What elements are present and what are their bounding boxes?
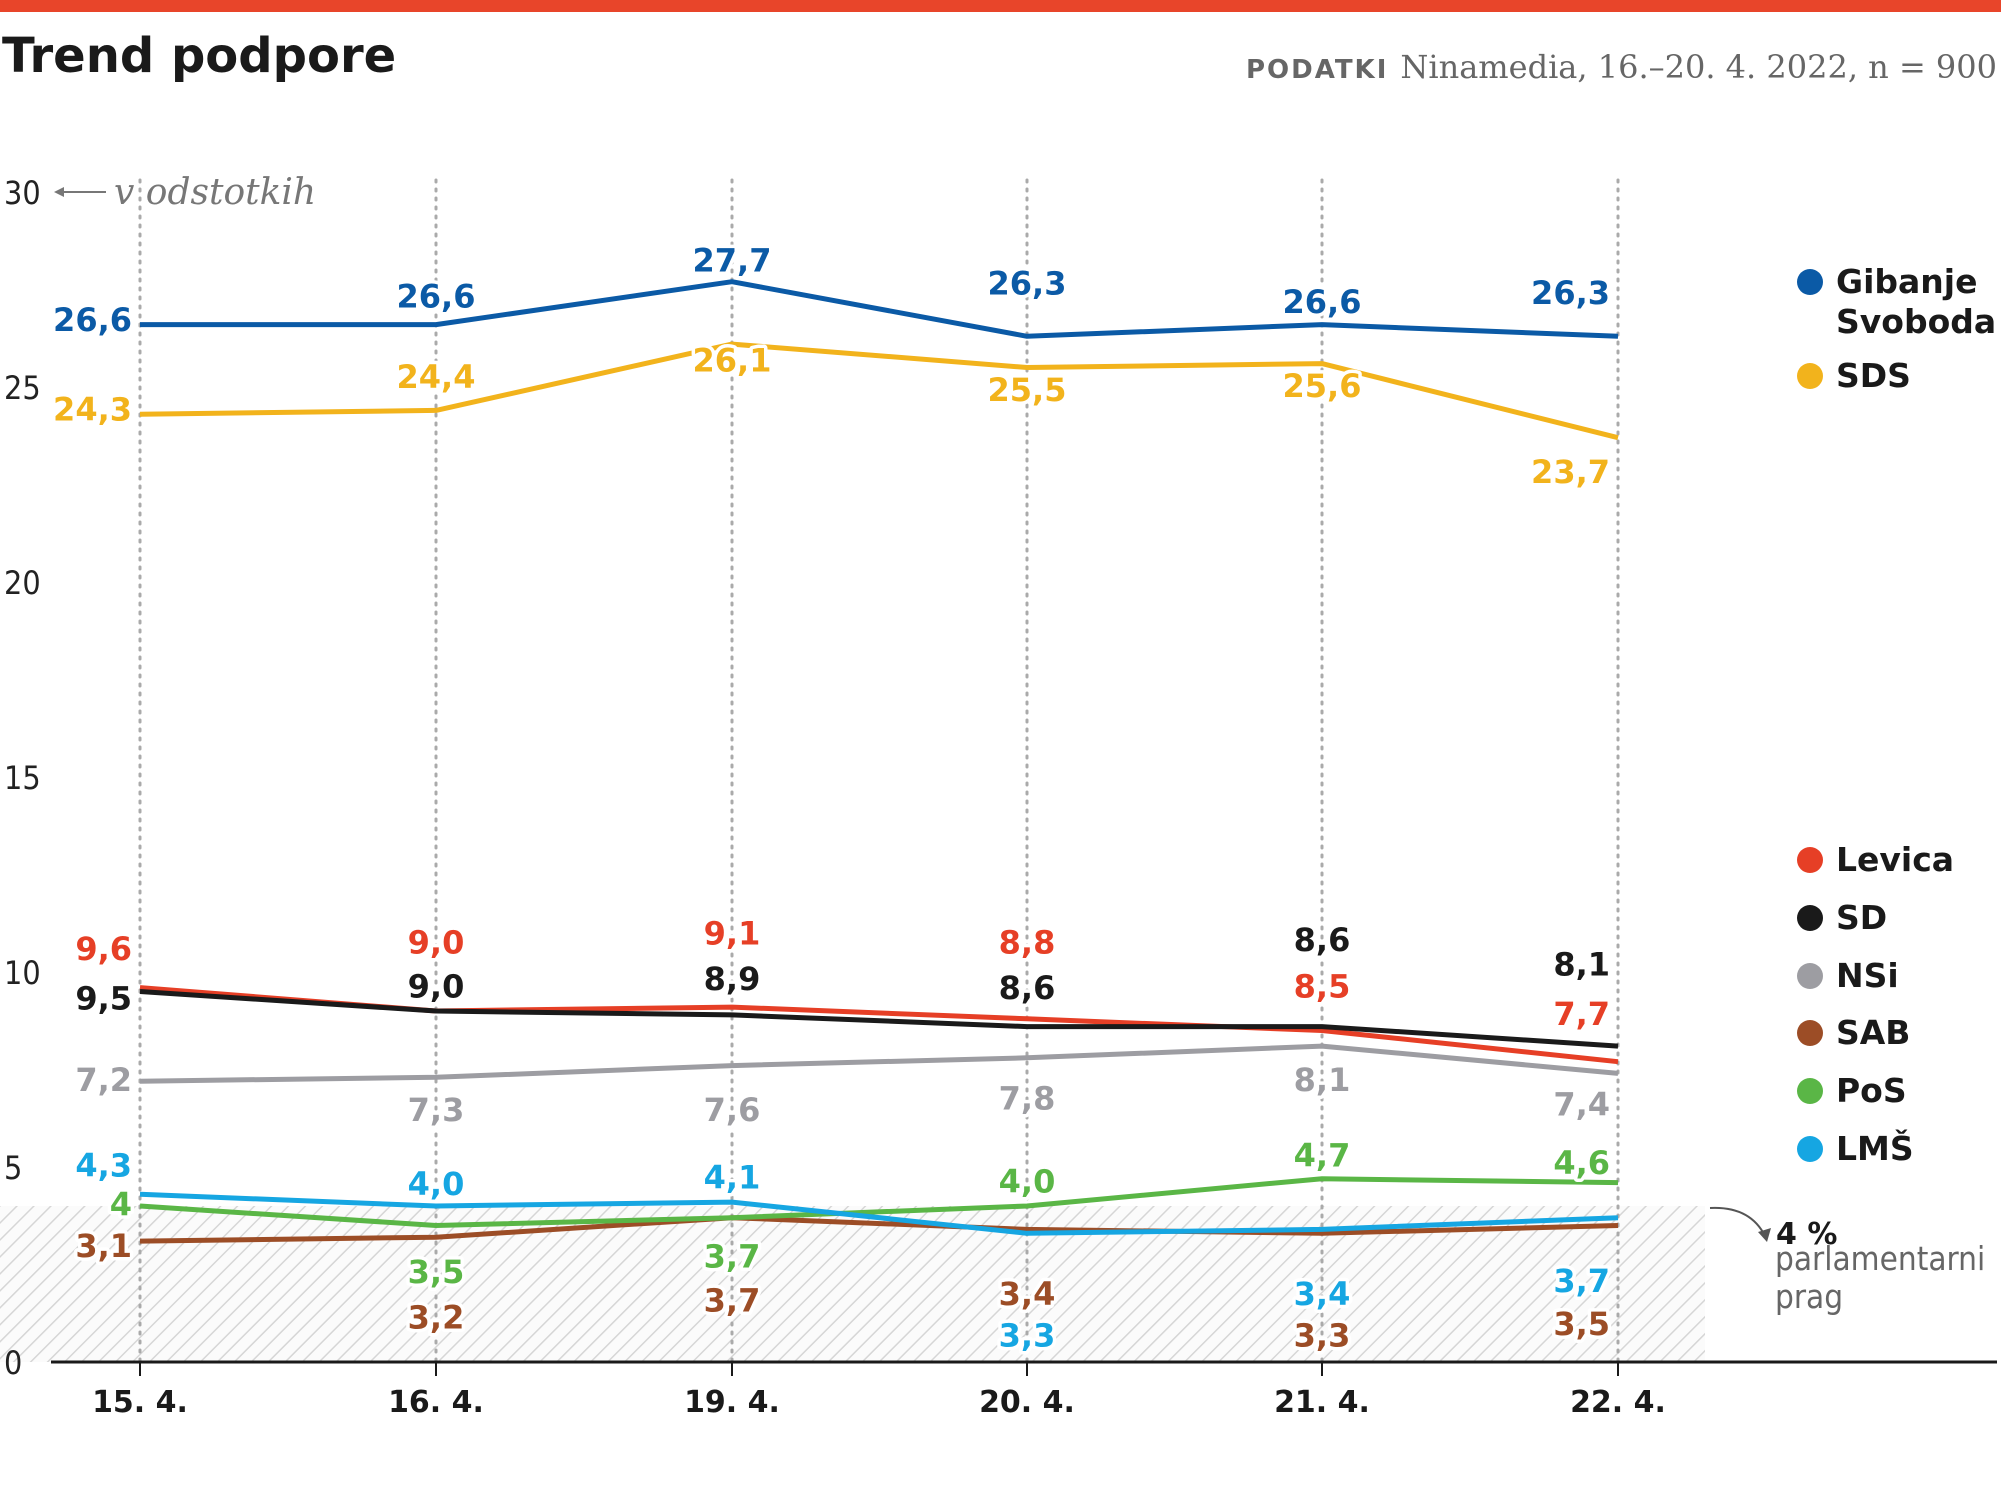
x-tick-label: 16. 4. — [388, 1385, 484, 1420]
value-label: 7,6 — [704, 1091, 761, 1129]
value-label: 8,6 — [1294, 921, 1351, 959]
series-line — [139, 341, 1619, 441]
value-label: 27,7 — [693, 241, 772, 279]
legend-marker — [1797, 905, 1823, 931]
value-label: 3,7 — [1553, 1262, 1610, 1300]
value-label: 25,6 — [1283, 367, 1362, 405]
value-label: 8,5 — [1294, 968, 1351, 1006]
value-label: 9,0 — [408, 968, 465, 1006]
x-tick-label: 22. 4. — [1570, 1385, 1666, 1420]
legend-label: SDS — [1836, 356, 1911, 395]
series-line — [139, 1043, 1619, 1084]
threshold-text: parlamentarni prag — [1775, 1239, 1986, 1316]
legend-label: Gibanje Svoboda — [1836, 262, 1997, 341]
threshold-arrow — [1709, 1206, 1766, 1237]
value-label: 25,5 — [988, 371, 1067, 409]
legend-marker — [1797, 847, 1823, 873]
y-tick-label: 0 — [4, 1344, 22, 1382]
value-label: 3,7 — [704, 1237, 761, 1275]
value-label: 24,3 — [53, 391, 132, 429]
source-text: Ninamedia, 16.–20. 4. 2022, n = 900 — [1400, 48, 1997, 86]
legend-label: PoS — [1836, 1071, 1907, 1110]
value-label: 3,4 — [1294, 1275, 1351, 1313]
legend-label: NSi — [1836, 956, 1899, 995]
threshold-label: 4 % — [1776, 1217, 1837, 1252]
value-label: 3,3 — [999, 1317, 1056, 1355]
value-label: 8,1 — [1294, 1061, 1351, 1099]
source: PODATKI Ninamedia, 16.–20. 4. 2022, n = 9… — [1246, 48, 1997, 86]
value-label: 9,0 — [408, 924, 465, 962]
legend-label: SAB — [1836, 1013, 1911, 1052]
legend-marker — [1797, 963, 1823, 989]
x-tick-label: 20. 4. — [979, 1385, 1075, 1420]
legend-marker — [1797, 1020, 1823, 1046]
legend-label: Levica — [1836, 840, 1955, 879]
value-label: 4,3 — [75, 1147, 132, 1185]
y-tick-label: 20 — [4, 564, 41, 602]
legend-marker — [1797, 1078, 1823, 1104]
series-line — [139, 989, 1619, 1049]
value-label: 24,4 — [397, 358, 476, 396]
unit-arrowhead — [54, 187, 64, 197]
value-label: 23,7 — [1531, 453, 1610, 491]
value-label: 4,0 — [408, 1165, 465, 1203]
value-label: 4,1 — [704, 1158, 761, 1196]
legend-marker — [1797, 363, 1823, 389]
y-tick-label: 25 — [4, 369, 41, 407]
legend-label: LMŠ — [1836, 1129, 1914, 1168]
value-label: 8,8 — [999, 924, 1056, 962]
value-label: 4 — [110, 1186, 132, 1224]
value-label: 8,9 — [704, 960, 761, 998]
value-label: 7,3 — [408, 1091, 465, 1129]
value-label: 4,0 — [999, 1162, 1056, 1200]
value-label: 3,5 — [408, 1253, 465, 1291]
unit-note: v odstotkih — [114, 172, 316, 213]
value-label: 7,4 — [1553, 1086, 1610, 1124]
value-label: 9,5 — [75, 979, 132, 1017]
value-label: 26,6 — [397, 278, 476, 316]
chart-title: Trend podpore — [2, 28, 396, 84]
series-line — [139, 1191, 1619, 1236]
value-label: 9,6 — [75, 930, 132, 968]
series-line — [140, 279, 1619, 339]
value-label: 7,7 — [1553, 995, 1610, 1033]
value-label: 3,1 — [75, 1227, 132, 1265]
legend-label: SD — [1836, 898, 1888, 937]
x-tick-label: 15. 4. — [92, 1385, 188, 1420]
value-label: 3,3 — [1294, 1317, 1351, 1355]
y-tick-label: 5 — [4, 1149, 22, 1187]
value-label: 26,1 — [693, 341, 772, 379]
series-line — [139, 1176, 1619, 1228]
value-label: 7,2 — [75, 1061, 132, 1099]
x-tick-label: 19. 4. — [684, 1385, 780, 1420]
value-label: 3,2 — [408, 1298, 465, 1336]
x-tick-label: 21. 4. — [1274, 1385, 1370, 1420]
legend-marker — [1797, 269, 1823, 295]
value-label: 26,6 — [53, 301, 132, 339]
value-label: 3,7 — [704, 1282, 761, 1320]
value-label: 3,4 — [999, 1275, 1056, 1313]
y-tick-label: 10 — [4, 954, 41, 992]
plot: 4 % 15. 4. 16. 4. 19. 4. 20. 4. 21. 4. 22. 4. 0… — [0, 172, 1997, 1420]
source-label: PODATKI — [1246, 55, 1388, 85]
value-label: 4,6 — [1553, 1144, 1610, 1182]
y-tick-label: 15 — [4, 759, 41, 797]
value-label: 8,1 — [1553, 946, 1610, 984]
value-label: 8,6 — [999, 969, 1056, 1007]
value-label: 7,8 — [999, 1079, 1056, 1117]
value-label: 4,7 — [1294, 1136, 1351, 1174]
legend-marker — [1797, 1136, 1823, 1162]
series-line — [139, 1215, 1619, 1244]
value-label: 3,5 — [1553, 1305, 1610, 1343]
value-label: 26,3 — [988, 265, 1067, 303]
y-tick-label: 30 — [4, 174, 41, 212]
value-label: 26,6 — [1283, 283, 1362, 321]
value-label: 9,1 — [704, 915, 761, 953]
top-bar — [0, 0, 2001, 12]
threshold-arrowhead — [1758, 1228, 1771, 1242]
value-label: 26,3 — [1531, 274, 1610, 312]
